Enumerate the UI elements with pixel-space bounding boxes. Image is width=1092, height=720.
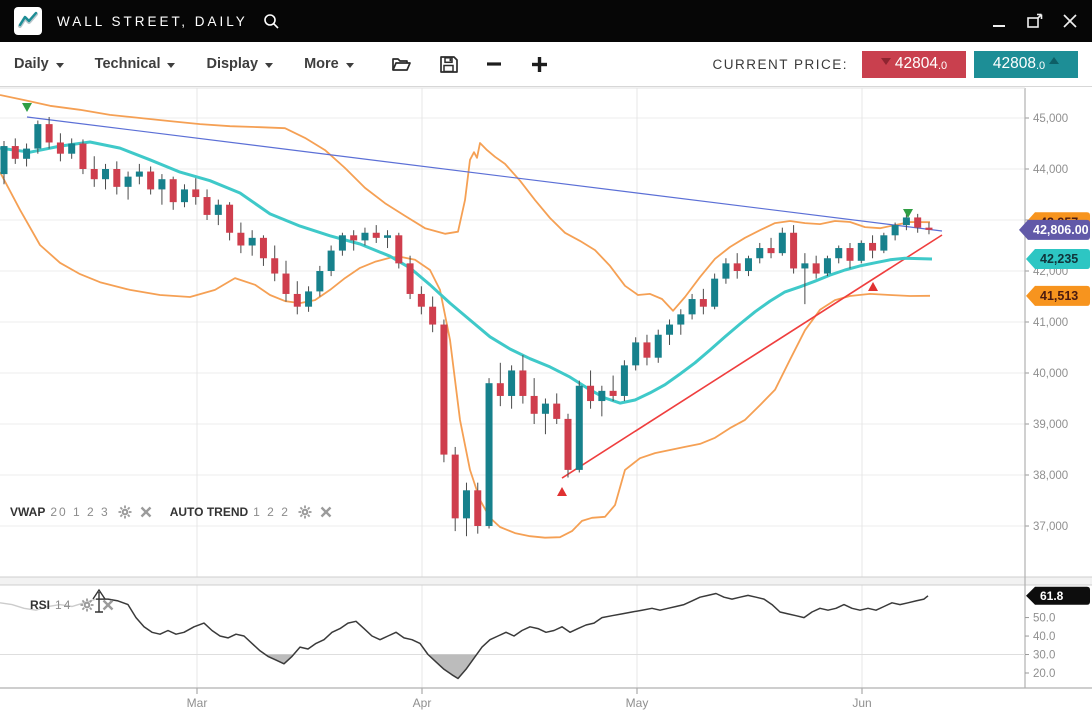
trendline-resistance xyxy=(26,116,943,232)
sell-price-value: 42804 xyxy=(894,55,938,72)
svg-text:30.0: 30.0 xyxy=(1033,650,1055,662)
up-triangle-marker xyxy=(557,486,567,496)
svg-text:50.0: 50.0 xyxy=(1033,613,1055,625)
trend-markers xyxy=(22,102,913,496)
price-up-arrow-icon xyxy=(1049,56,1060,64)
chevron-down-icon xyxy=(55,62,64,68)
rsi-oversold-fill xyxy=(428,654,477,679)
svg-text:40,000: 40,000 xyxy=(1033,368,1068,380)
buy-price-value: 42808 xyxy=(992,55,1036,72)
indicator-autotrend-label: AUTO TREND xyxy=(169,505,249,519)
axis-lines xyxy=(0,87,1092,689)
zoom-in-button[interactable] xyxy=(530,55,549,74)
overlay-lines xyxy=(0,94,943,539)
svg-text:20.0: 20.0 xyxy=(1033,668,1055,680)
vwap-line xyxy=(0,140,933,405)
up-triangle-marker xyxy=(868,282,878,292)
rsi-panel: 50.0 40.0 30.0 20.0 xyxy=(0,588,1055,680)
svg-text:37,000: 37,000 xyxy=(1033,521,1068,533)
bollinger-lower-band xyxy=(0,171,931,539)
svg-text:Mar: Mar xyxy=(187,696,208,710)
title-bar: WALL STREET, DAILY xyxy=(0,0,1092,42)
vwap-settings-gear-icon[interactable] xyxy=(118,505,132,519)
svg-text:45,000: 45,000 xyxy=(1033,113,1068,125)
minimize-button[interactable] xyxy=(992,14,1007,29)
svg-text:61.8: 61.8 xyxy=(1040,589,1064,603)
current-price-label: CURRENT PRICE: xyxy=(712,56,848,72)
autotrend-remove-icon[interactable] xyxy=(320,506,332,518)
rsi-line-start xyxy=(0,598,97,611)
menu-more[interactable]: More xyxy=(304,56,354,72)
autotrend-settings-gear-icon[interactable] xyxy=(298,505,312,519)
cursor-arrow-icon xyxy=(92,588,106,613)
panel-separator xyxy=(0,576,1092,586)
down-triangle-marker xyxy=(903,209,913,219)
down-triangle-marker xyxy=(22,102,32,112)
rsi-value-badge: 61.8 xyxy=(1026,586,1090,605)
svg-text:May: May xyxy=(626,696,649,710)
chevron-down-icon xyxy=(265,62,274,68)
app-logo-icon xyxy=(14,7,42,35)
month-gridlines xyxy=(196,88,863,688)
save-icon[interactable] xyxy=(439,55,458,74)
menu-technical[interactable]: Technical xyxy=(95,56,176,72)
menu-display[interactable]: Display xyxy=(206,56,274,72)
chevron-down-icon xyxy=(345,62,354,68)
close-button[interactable] xyxy=(1062,13,1078,29)
window-title: WALL STREET, DAILY xyxy=(57,13,248,29)
menu-timeframe[interactable]: Daily xyxy=(14,56,64,72)
axis-badge-vwap: 42,235 xyxy=(1026,249,1090,270)
price-down-arrow-icon xyxy=(880,57,891,65)
bollinger-upper-band xyxy=(0,94,931,312)
month-labels: Mar Apr May Jun xyxy=(187,688,872,710)
svg-text:38,000: 38,000 xyxy=(1033,470,1068,482)
svg-text:Jun: Jun xyxy=(852,696,871,710)
open-in-new-window-button[interactable] xyxy=(1026,13,1043,30)
svg-text:42,235: 42,235 xyxy=(1040,252,1078,266)
price-axis-labels: 45,00044,00043,00042,00041,00040,00039,0… xyxy=(1025,113,1068,533)
axis-badge-last-price: 42,806.00 xyxy=(1019,219,1090,240)
rsi-remove-icon[interactable] xyxy=(102,599,114,611)
indicator-vwap-label: VWAP 20 1 2 3 AUTO TREND 1 2 2 xyxy=(10,505,332,519)
buy-price-button[interactable]: 42808.0 xyxy=(974,50,1078,78)
svg-text:40.0: 40.0 xyxy=(1033,631,1055,643)
rsi-oversold-fill xyxy=(265,654,294,664)
rsi-line xyxy=(96,592,929,680)
candlestick-series xyxy=(0,116,933,537)
rsi-settings-gear-icon[interactable] xyxy=(80,598,94,612)
svg-text:Apr: Apr xyxy=(413,696,432,710)
vwap-remove-icon[interactable] xyxy=(140,506,152,518)
sell-price-button[interactable]: 42804.0 xyxy=(862,50,966,78)
chart-toolbar: Daily Technical Display More xyxy=(0,42,1092,87)
open-folder-icon[interactable] xyxy=(391,55,412,73)
svg-text:41,513: 41,513 xyxy=(1040,289,1078,303)
axis-badge-lower-band: 41,513 xyxy=(1026,285,1090,306)
svg-text:42,806.00: 42,806.00 xyxy=(1033,223,1089,237)
indicator-rsi-label: RSI 14 xyxy=(30,598,114,612)
search-icon[interactable] xyxy=(262,12,280,30)
svg-text:39,000: 39,000 xyxy=(1033,419,1068,431)
zoom-out-button[interactable] xyxy=(485,55,503,73)
chevron-down-icon xyxy=(167,62,176,68)
svg-text:41,000: 41,000 xyxy=(1033,317,1068,329)
svg-text:44,000: 44,000 xyxy=(1033,164,1068,176)
trendline-support xyxy=(561,234,943,479)
